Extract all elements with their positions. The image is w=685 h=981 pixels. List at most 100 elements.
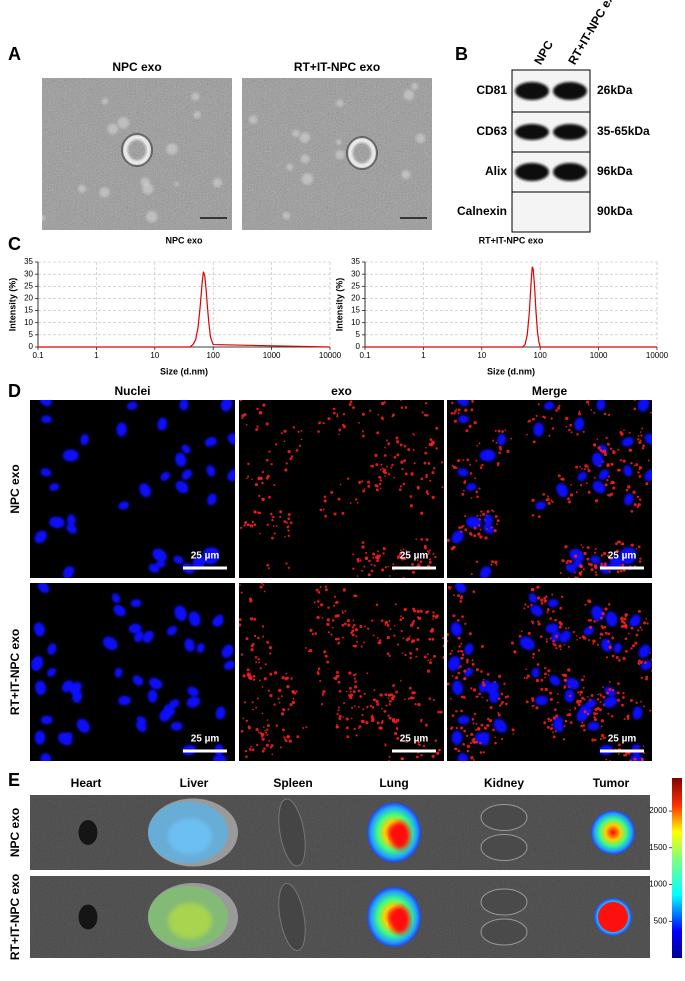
exo-dot (256, 407, 259, 411)
exo-dot (628, 449, 631, 451)
exo-dot (285, 672, 288, 675)
particle (191, 92, 200, 101)
exo-dot (321, 692, 324, 695)
micrograph-background (447, 400, 652, 578)
exo-dot (629, 766, 631, 768)
exo-dot (259, 667, 262, 670)
exo-dot (384, 743, 387, 746)
exo-dot (540, 687, 544, 691)
exo-dot (315, 588, 319, 592)
exo-dot (496, 519, 500, 523)
exo-dot (607, 640, 610, 643)
exo-dot (593, 411, 596, 414)
exo-dot (341, 611, 344, 614)
exo-dot (296, 735, 300, 739)
exo-dot (476, 514, 479, 517)
nucleus (31, 656, 44, 671)
exo-dot (357, 689, 361, 693)
nucleus (556, 483, 568, 498)
exo-dot (354, 673, 357, 676)
exo-dot (455, 467, 458, 470)
exo-dot (475, 763, 478, 766)
exo-dot (337, 497, 341, 501)
exo-dot (369, 704, 373, 708)
exo-dot (433, 467, 436, 470)
particle (415, 133, 426, 144)
y-tick-label: 20 (351, 294, 360, 303)
exo-dot (537, 622, 541, 626)
y-tick-label: 0 (29, 342, 34, 351)
exo-dot (454, 410, 457, 413)
exo-dot (545, 595, 548, 598)
exo-dot (455, 676, 459, 680)
exo-dot (371, 714, 374, 717)
exo-dot (266, 640, 270, 644)
exo-dot (387, 693, 391, 697)
exo-dot (463, 729, 466, 733)
exo-dot (235, 533, 237, 535)
exo-dot (245, 719, 248, 723)
nucleus (206, 465, 216, 477)
exo-dot (432, 553, 435, 555)
exo-dot (471, 400, 473, 401)
vesicle-ring (347, 137, 377, 169)
exo-dot (250, 745, 253, 748)
exo-dot (253, 634, 257, 638)
exo-dot (650, 411, 652, 414)
particle (42, 214, 46, 222)
exo-dot (582, 568, 585, 571)
exo-dot (527, 421, 529, 423)
exo-dot (622, 691, 625, 695)
nucleus (632, 706, 643, 720)
exo-dot (399, 485, 403, 488)
exo-dot (469, 463, 472, 466)
exo-dot (600, 625, 604, 628)
blot-weight: 35-65kDa (597, 124, 650, 138)
exo-dot (355, 594, 358, 598)
exo-dot (375, 699, 379, 704)
exo-dot (284, 578, 287, 581)
exo-dot (565, 416, 569, 421)
exo-dot (396, 643, 400, 646)
exo-dot (252, 678, 256, 681)
exo-dot (586, 400, 590, 404)
exo-dot (268, 395, 270, 397)
exo-dot (447, 640, 449, 643)
exo-dot (350, 631, 353, 635)
exo-dot (577, 703, 581, 707)
exo-dot (361, 434, 365, 438)
exo-dot (263, 747, 266, 750)
micrograph: 25 µm (447, 400, 652, 578)
exo-dot (586, 712, 590, 716)
x-tick-label: 0.1 (32, 351, 44, 360)
exo-dot (567, 559, 570, 562)
nucleus (114, 667, 123, 678)
exo-dot (592, 443, 597, 447)
exo-dot (455, 727, 458, 730)
exo-dot (554, 618, 557, 622)
exo-dot (535, 414, 538, 417)
exo-dot (475, 729, 478, 731)
exo-dot (265, 476, 269, 480)
exo-dot (266, 728, 269, 731)
exo-dot (376, 557, 379, 560)
exo-dot (600, 450, 603, 452)
exo-dot (617, 448, 620, 451)
exo-dot (411, 639, 416, 643)
exo-dot (355, 734, 358, 737)
exo-dot (578, 572, 582, 576)
exo-dot (352, 644, 355, 648)
exo-dot (484, 536, 488, 540)
exo-dot (630, 461, 633, 465)
exo-dot (596, 706, 600, 711)
exo-dot (280, 695, 283, 698)
exo-dot (523, 607, 526, 610)
exo-dot (641, 427, 644, 430)
exo-dot (259, 732, 263, 735)
exo-dot (367, 484, 371, 488)
exo-dot (420, 610, 423, 613)
y-tick-label: 30 (24, 269, 33, 278)
exo-dot (627, 485, 631, 489)
exo-dot (361, 578, 363, 580)
exo-dot (429, 479, 432, 482)
